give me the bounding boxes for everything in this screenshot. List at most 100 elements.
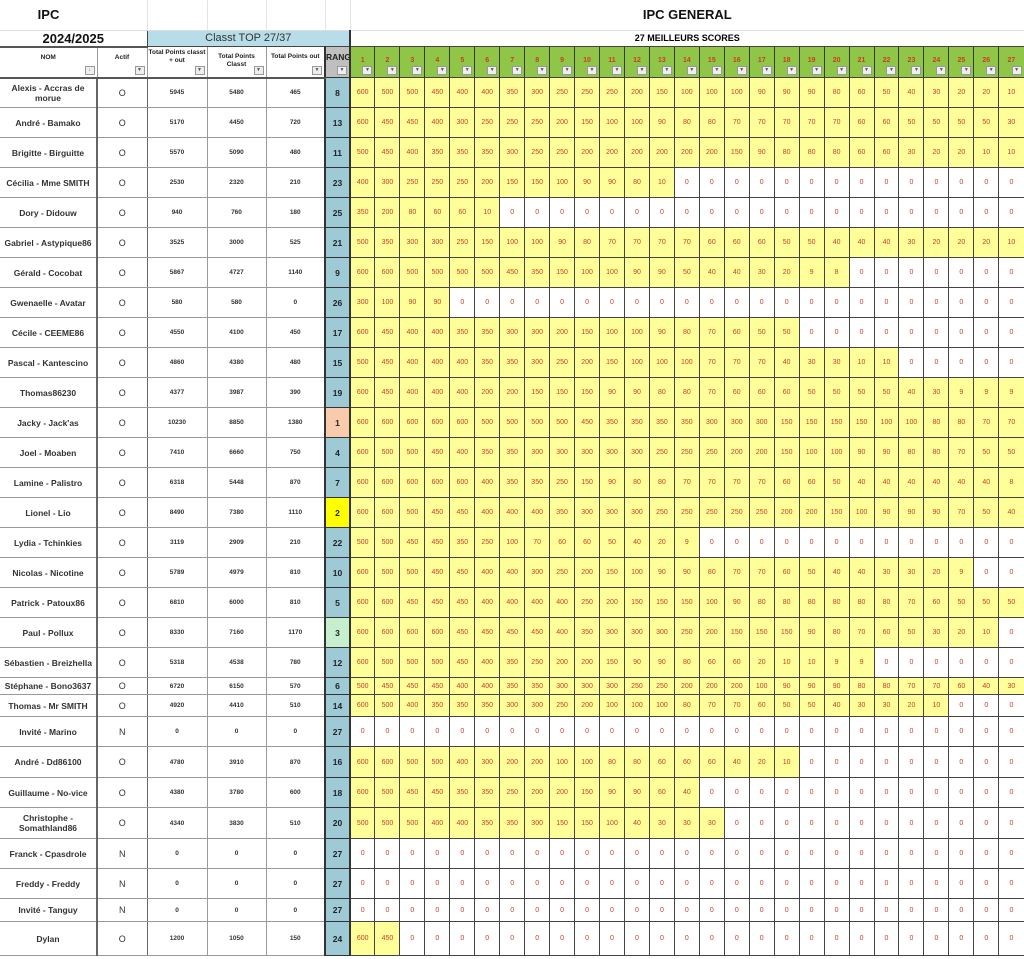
score-cell: 90 [773, 677, 800, 695]
rank-cell: 17 [324, 317, 351, 348]
score-cell: 600 [449, 407, 476, 438]
score-cell: 0 [524, 838, 551, 869]
dropdown-arrow-icon[interactable]: ▼ [786, 66, 797, 75]
dropdown-arrow-icon[interactable]: ▼ [362, 66, 373, 75]
score-cell: 100 [524, 227, 551, 258]
score-cell: 70 [748, 107, 775, 138]
column-header-score-11[interactable]: 11 ▼ [599, 46, 625, 78]
score-cell: 80 [698, 107, 725, 138]
column-header-score-9[interactable]: 9 ▼ [549, 46, 576, 78]
column-header-score-25[interactable]: 25 ▼ [948, 46, 975, 78]
column-header-score-19[interactable]: 19 ▼ [798, 46, 825, 78]
score-cell: 10 [923, 694, 950, 717]
total-points-out: 0 [266, 716, 326, 747]
column-header-label: 22 [882, 57, 891, 64]
column-header-score-23[interactable]: 23 ▼ [898, 46, 925, 78]
dropdown-arrow-icon[interactable]: ▼ [412, 66, 423, 75]
score-cell: 0 [349, 898, 376, 922]
dropdown-arrow-icon[interactable]: ▼ [711, 66, 722, 75]
column-header-label: 1 [360, 57, 365, 64]
dropdown-arrow-icon[interactable]: ▼ [487, 66, 498, 75]
dropdown-arrow-icon[interactable]: ▼ [562, 66, 573, 75]
column-header-score-6[interactable]: 6 ▼ [474, 46, 501, 78]
dropdown-arrow-icon[interactable]: ▼ [462, 66, 473, 75]
score-cell: 20 [923, 227, 950, 258]
dropdown-arrow-icon[interactable]: ▼ [911, 66, 922, 75]
column-header-total-classt-out[interactable]: Total Points classt + out ▼ [147, 46, 208, 79]
dropdown-arrow-icon[interactable]: ▼ [661, 66, 672, 75]
score-cell: 0 [823, 197, 850, 228]
column-header-score-27[interactable]: 27 ▼ [998, 46, 1024, 78]
dropdown-arrow-icon[interactable]: ▼ [886, 66, 897, 75]
column-header-score-24[interactable]: 24 ▼ [923, 46, 950, 78]
column-header-nom[interactable]: NOM ↓ [0, 46, 98, 79]
dropdown-arrow-icon[interactable]: ▼ [836, 66, 847, 75]
dropdown-arrow-icon[interactable]: ▼ [587, 66, 598, 75]
score-cell: 0 [998, 694, 1024, 717]
column-header-score-22[interactable]: 22 ▼ [873, 46, 900, 78]
dropdown-arrow-icon[interactable]: ▼ [961, 66, 972, 75]
score-cell: 400 [474, 647, 501, 678]
dropdown-arrow-icon[interactable]: ▼ [537, 66, 548, 75]
dropdown-arrow-icon[interactable]: ▼ [736, 66, 747, 75]
dropdown-arrow-icon[interactable]: ▼ [437, 66, 448, 75]
column-header-score-13[interactable]: 13 ▼ [648, 46, 675, 78]
score-cell: 0 [973, 347, 1000, 378]
dropdown-arrow-icon[interactable]: ▼ [936, 66, 947, 75]
score-cell: 50 [823, 467, 850, 498]
column-header-score-2[interactable]: 2 ▼ [374, 46, 401, 78]
column-header-score-18[interactable]: 18 ▼ [773, 46, 800, 78]
score-cell: 350 [474, 694, 501, 717]
column-header-score-12[interactable]: 12 ▼ [623, 46, 650, 78]
column-header-score-8[interactable]: 8 ▼ [524, 46, 551, 78]
total-points-classt: 6150 [207, 677, 267, 695]
column-header-score-3[interactable]: 3 ▼ [399, 46, 426, 78]
column-header-score-14[interactable]: 14 ▼ [673, 46, 700, 78]
column-header-score-16[interactable]: 16 ▼ [723, 46, 750, 78]
column-header-score-15[interactable]: 15 ▼ [698, 46, 725, 78]
score-cell: 200 [524, 746, 551, 778]
dropdown-arrow-icon[interactable]: ▼ [512, 66, 523, 75]
column-header-score-26[interactable]: 26 ▼ [973, 46, 1000, 78]
dropdown-arrow-icon[interactable]: ▼ [387, 66, 398, 75]
score-cell: 500 [399, 497, 426, 528]
score-cell: 0 [973, 921, 1000, 956]
column-header-actif[interactable]: Actif ▼ [97, 46, 148, 79]
score-cell: 40 [923, 467, 950, 498]
score-cell: 400 [524, 587, 551, 618]
dropdown-arrow-icon[interactable]: ▼ [611, 66, 622, 75]
player-name: Alexis - Accras de morue [0, 77, 98, 108]
dropdown-arrow-icon[interactable]: ▼ [253, 65, 264, 75]
dropdown-arrow-icon[interactable]: ▼ [686, 66, 697, 75]
column-header-score-20[interactable]: 20 ▼ [823, 46, 850, 78]
dropdown-arrow-icon[interactable]: ▼ [337, 66, 347, 75]
column-header-total-classt[interactable]: Total Points Classt ▼ [207, 46, 267, 79]
dropdown-arrow-icon[interactable]: ▼ [312, 65, 322, 75]
column-header-score-4[interactable]: 4 ▼ [424, 46, 451, 78]
score-cell: 400 [399, 317, 426, 348]
dropdown-arrow-icon[interactable]: ▼ [986, 66, 997, 75]
score-cell: 150 [549, 257, 576, 288]
column-header-score-1[interactable]: 1 ▼ [349, 46, 376, 78]
sort-filter-icon[interactable]: ↓ [84, 65, 95, 75]
column-header-score-5[interactable]: 5 ▼ [449, 46, 476, 78]
column-header-rang[interactable]: RANG ▼ [324, 46, 351, 78]
dropdown-arrow-icon[interactable]: ▼ [134, 65, 145, 75]
column-header-total-out[interactable]: Total Points out ▼ [266, 46, 326, 79]
column-header-score-7[interactable]: 7 ▼ [499, 46, 526, 78]
dropdown-arrow-icon[interactable]: ▼ [636, 66, 647, 75]
score-cell: 250 [698, 497, 725, 528]
dropdown-arrow-icon[interactable]: ▼ [861, 66, 872, 75]
score-cell: 500 [474, 407, 501, 438]
dropdown-arrow-icon[interactable]: ▼ [761, 66, 772, 75]
column-header-score-10[interactable]: 10 ▼ [574, 46, 601, 78]
column-header-score-21[interactable]: 21 ▼ [848, 46, 875, 78]
dropdown-arrow-icon[interactable]: ▼ [1011, 66, 1022, 75]
score-cell: 0 [374, 898, 401, 922]
score-cell: 0 [848, 317, 875, 348]
dropdown-arrow-icon[interactable]: ▼ [811, 66, 822, 75]
score-cell: 0 [449, 921, 476, 956]
column-header-label: 12 [633, 57, 641, 64]
column-header-score-17[interactable]: 17 ▼ [748, 46, 775, 78]
dropdown-arrow-icon[interactable]: ▼ [194, 65, 205, 75]
